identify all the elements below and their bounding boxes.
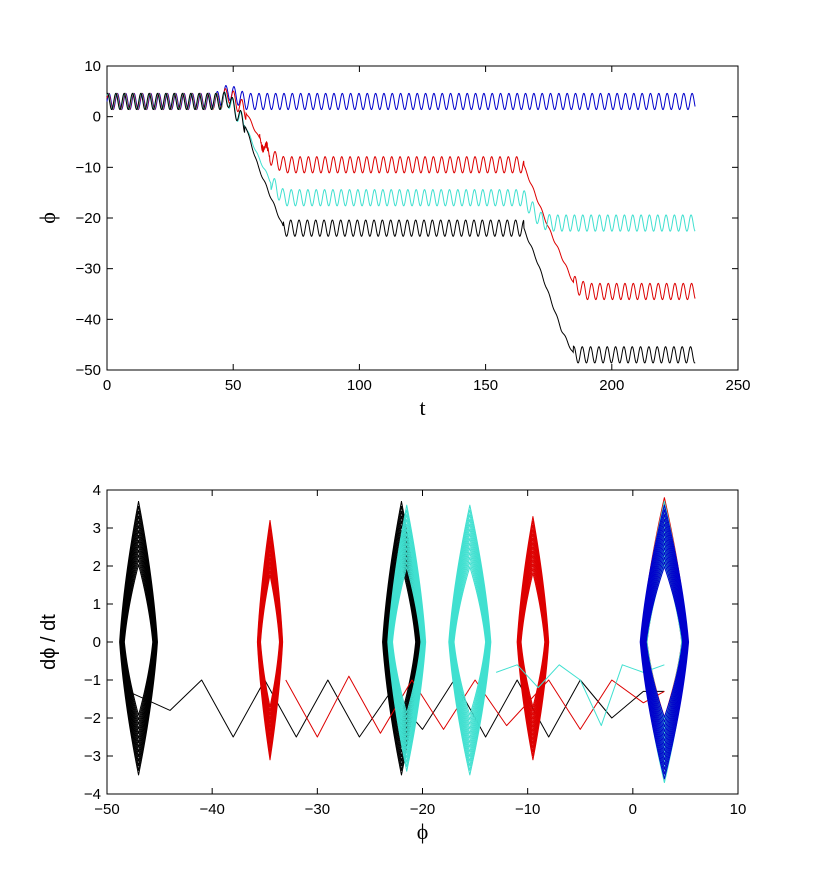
plot1-y-tick-label: 10 (84, 58, 101, 75)
plot1-x-tick-label: 100 (347, 377, 372, 394)
plot2-series-1-transit-curve (127, 679, 665, 738)
plot1-y-tick-label: −20 (76, 210, 101, 227)
plot1-x-tick-label: 150 (473, 377, 498, 394)
plot1-y-tick-label: −50 (76, 362, 101, 379)
plot1-x-tick-label: 200 (599, 377, 624, 394)
plot1-series-line-3 (106, 91, 696, 232)
plot2-y-axis-label: dϕ / dt (38, 614, 60, 670)
plot2-y-tick-label: 3 (93, 520, 101, 537)
plot1-y-tick-label: −40 (76, 311, 101, 328)
plot2-series-1-orbit-1-loop (119, 500, 158, 776)
plot2-y-tick-label: 2 (93, 558, 101, 575)
plot2-x-tick-label: −40 (199, 801, 224, 818)
plot1-y-tick-label: 0 (93, 109, 101, 126)
plot2-series-3-transit-curve (495, 664, 665, 727)
plot1-axes-box (106, 65, 739, 371)
plot2-y-tick-label: −3 (84, 748, 101, 765)
plot2-series-2-transit-curve (285, 675, 665, 738)
plot2-x-tick-label: 0 (629, 801, 637, 818)
plot1-x-tick-label: 250 (725, 377, 750, 394)
plot1-y-tick-label: −10 (76, 159, 101, 176)
plot2-x-tick-label: −10 (515, 801, 540, 818)
plot2-y-tick-label: 1 (93, 596, 101, 613)
plot2-x-tick-label: 10 (730, 801, 747, 818)
plot2-series-2-orbit-1-loop (256, 519, 284, 761)
plot1-y-tick-label: −30 (76, 261, 101, 278)
plot1-x-tick-label: 50 (225, 377, 242, 394)
plot2-x-tick-label: −50 (94, 801, 119, 818)
plot2-y-tick-label: 4 (93, 482, 101, 499)
plot1-y-axis-label: ϕ (35, 212, 60, 224)
plot2-y-tick-label: −2 (84, 710, 101, 727)
plot2-series-3-orbit-1-loop (387, 504, 427, 772)
plot1-x-tick-label: 0 (103, 377, 111, 394)
plot2-series-3-orbit-2-loop (449, 518, 491, 762)
plot2-x-axis-label: ϕ (417, 819, 429, 844)
plot2-x-tick-label: −30 (305, 801, 330, 818)
plot1-series-line-4 (106, 91, 696, 364)
phi-vs-time-plot: 0 50 100 150 200 250 −50 −40 −30 −20 −10 0 10 t ϕ (35, 58, 751, 420)
plot2-y-tick-label: 0 (93, 634, 101, 651)
plot2-series-4-orbit-1-loop (642, 537, 686, 747)
plot2-series-2-orbit-2-loop (516, 516, 550, 761)
plot2-series-4-orbit-1-loop (639, 504, 690, 780)
plot2-y-tick-label: −4 (84, 786, 101, 803)
plot1-x-axis-label: t (419, 395, 425, 420)
plot2-x-tick-label: −20 (410, 801, 435, 818)
plot2-y-tick-label: −1 (84, 672, 101, 689)
plot2-series-3-orbit-2-loop (448, 504, 492, 776)
